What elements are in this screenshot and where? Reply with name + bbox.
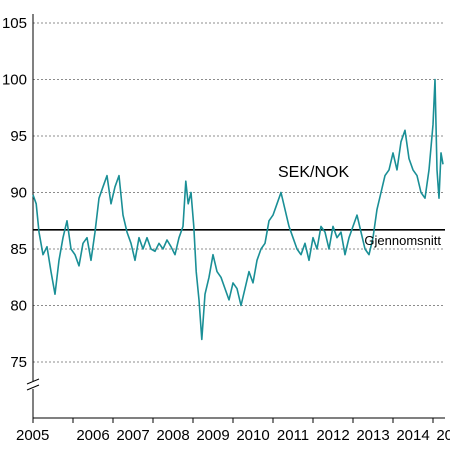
reference-line-label: Gjennomsnitt xyxy=(364,233,441,248)
series-label-0: SEK/NOK xyxy=(278,164,349,181)
x-tick-label-2006: 2006 xyxy=(76,427,109,444)
y-tick-label-75: 75 xyxy=(10,354,27,371)
axis-break-mark-upper xyxy=(26,378,40,385)
y-tick-label-80: 80 xyxy=(10,298,27,315)
y-tick-label-100: 100 xyxy=(2,72,27,89)
x-tick-label-2014: 2014 xyxy=(396,427,429,444)
y-tick-label-85: 85 xyxy=(10,241,27,258)
x-tick-label-2009: 2009 xyxy=(196,427,229,444)
x-tick-label-2012: 2012 xyxy=(316,427,349,444)
y-tick-label-95: 95 xyxy=(10,128,27,145)
x-tick-label-2011: 2011 xyxy=(277,427,309,444)
tick-labels: 75 80 85 90 95 100 105 2005 2006 2007 2008 2009 2010… xyxy=(2,15,450,444)
x-tick-label-2008: 2008 xyxy=(156,427,189,444)
y-tick-label-105: 105 xyxy=(2,15,27,32)
x-tick-label-2007: 2007 xyxy=(116,427,149,444)
series-line-0 xyxy=(32,78,444,341)
axes xyxy=(26,14,445,423)
axis-break-gap xyxy=(27,381,39,389)
gridlines xyxy=(33,22,445,363)
series-lines xyxy=(32,78,444,341)
x-tick-label-2005: 2005 xyxy=(16,427,49,444)
y-tick-label-90: 90 xyxy=(10,185,27,202)
x-tick-label-2015: 2015 xyxy=(436,427,450,444)
x-tick-label-2010: 2010 xyxy=(236,427,269,444)
x-tick-label-2013: 2013 xyxy=(356,427,389,444)
axis-break-mark-lower xyxy=(26,384,40,391)
